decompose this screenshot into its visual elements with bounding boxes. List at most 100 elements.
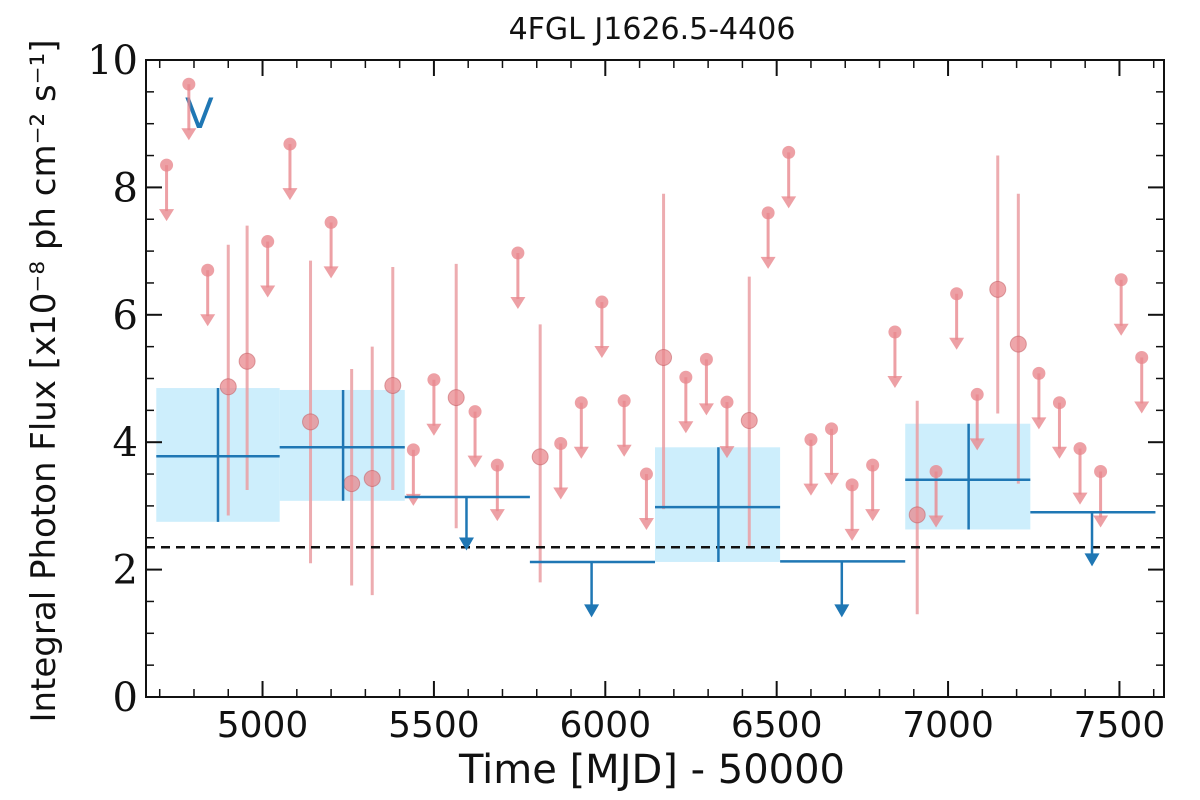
monthly-ul-arrow-10 [510,297,526,310]
monthly-ul-point-1 [182,77,196,91]
monthly-ul-point-23 [845,478,859,492]
monthly-ul-point-25 [888,325,902,339]
x-tick-label-7500: 7500 [1074,705,1166,746]
monthly-ul-point-33 [1114,273,1128,287]
yearly-ul-arrow-1 [584,604,600,618]
monthly-ul-arrow-32 [1093,515,1109,528]
monthly-ul-arrow-25 [887,375,903,388]
monthly-ul-point-26 [929,465,943,479]
monthly-ul-point-28 [970,387,984,401]
y-tick-label-10: 10 [87,38,138,84]
monthly-ul-point-10 [511,246,525,260]
plot-frame [145,59,1165,698]
monthly-point-4 [363,470,381,488]
monthly-ul-arrow-12 [573,446,589,459]
yearly-ul-arrow-0 [458,537,474,551]
monthly-point-11 [989,280,1007,298]
monthly-point-12 [1009,335,1027,353]
y-tick-label-8: 8 [113,165,138,211]
monthly-ul-point-18 [720,395,734,409]
monthly-ul-point-12 [574,396,588,410]
monthly-ul-point-30 [1052,396,1066,410]
monthly-ul-point-13 [595,295,609,309]
monthly-ul-arrow-3 [260,285,276,298]
monthly-ul-point-29 [1032,366,1046,380]
monthly-ul-point-32 [1094,465,1108,479]
monthly-ul-arrow-18 [719,446,735,459]
monthly-ul-arrow-20 [781,196,797,209]
monthly-ul-arrow-2 [200,314,216,327]
monthly-point-10 [908,506,926,524]
monthly-ul-arrow-30 [1051,446,1067,459]
monthly-ul-arrow-27 [949,337,965,350]
x-tick-label-5000: 5000 [217,705,309,746]
monthly-ul-point-14 [617,394,631,408]
monthly-point-2 [302,413,320,431]
x-tick-label-5500: 5500 [388,705,480,746]
y-tick-label-4: 4 [113,420,138,466]
monthly-ul-arrow-19 [760,256,776,269]
monthly-ul-point-34 [1135,350,1149,364]
chart-title: 4FGL J1626.5-4406 [509,12,796,47]
monthly-point-7 [531,448,549,466]
yearly-ul-arrow-2 [834,604,850,618]
monthly-ul-arrow-0 [159,209,175,222]
monthly-ul-arrow-24 [865,509,881,522]
monthly-point-9 [740,412,758,430]
monthly-point-5 [384,377,402,395]
monthly-point-3 [343,475,361,493]
monthly-ul-point-2 [201,263,215,277]
monthly-ul-arrow-33 [1113,323,1129,336]
x-tick-label-6500: 6500 [731,705,823,746]
yearly-ul-arrow-3 [1084,553,1100,567]
plot-area [146,77,1164,618]
monthly-ul-point-31 [1073,442,1087,456]
monthly-ul-point-15 [639,467,653,481]
x-tick-label-7000: 7000 [902,705,994,746]
monthly-ul-arrow-34 [1134,401,1150,414]
monthly-ul-point-21 [804,433,818,447]
monthly-ul-arrow-1 [181,128,197,141]
monthly-ul-point-16 [679,370,693,384]
x-tick-label-6000: 6000 [559,705,651,746]
monthly-ul-point-19 [761,206,775,220]
monthly-ul-arrow-4 [282,188,298,201]
monthly-ul-point-24 [866,458,880,472]
monthly-ul-point-5 [324,215,338,229]
monthly-ul-arrow-13 [594,346,610,359]
monthly-ul-arrow-31 [1072,492,1088,505]
monthly-ul-point-7 [427,373,441,387]
y-axis-label: Integral Photon Flux [x10⁻⁸ ph cm⁻² s⁻¹] [24,39,64,722]
monthly-ul-arrow-23 [844,528,860,541]
monthly-ul-arrow-16 [678,421,694,434]
monthly-ul-arrow-22 [824,472,840,485]
monthly-ul-arrow-9 [489,509,505,522]
monthly-ul-point-17 [699,352,713,366]
monthly-ul-arrow-7 [426,423,442,436]
monthly-ul-arrow-14 [616,444,632,457]
monthly-ul-point-20 [782,145,796,159]
monthly-ul-arrow-8 [467,455,483,468]
y-tick-label-6: 6 [113,293,138,339]
monthly-point-1 [238,352,256,370]
monthly-ul-arrow-15 [638,518,654,531]
monthly-ul-point-22 [825,422,839,436]
monthly-ul-arrow-17 [698,403,714,416]
monthly-ul-point-8 [468,405,482,419]
monthly-ul-point-3 [261,235,275,249]
monthly-ul-point-27 [950,287,964,301]
monthly-point-6 [447,389,465,407]
x-axis-label: Time [MJD] - 50000 [458,747,845,793]
monthly-ul-point-4 [283,137,297,151]
y-tick-label-2: 2 [113,548,138,594]
monthly-ul-point-9 [490,458,504,472]
monthly-ul-point-11 [554,436,568,450]
monthly-ul-arrow-26 [928,515,944,528]
monthly-ul-arrow-5 [323,266,339,279]
monthly-point-0 [219,378,237,396]
monthly-ul-point-0 [160,158,174,172]
monthly-ul-arrow-11 [553,487,569,500]
monthly-ul-arrow-28 [969,438,985,451]
monthly-ul-arrow-29 [1031,417,1047,430]
monthly-ul-arrow-21 [803,483,819,496]
